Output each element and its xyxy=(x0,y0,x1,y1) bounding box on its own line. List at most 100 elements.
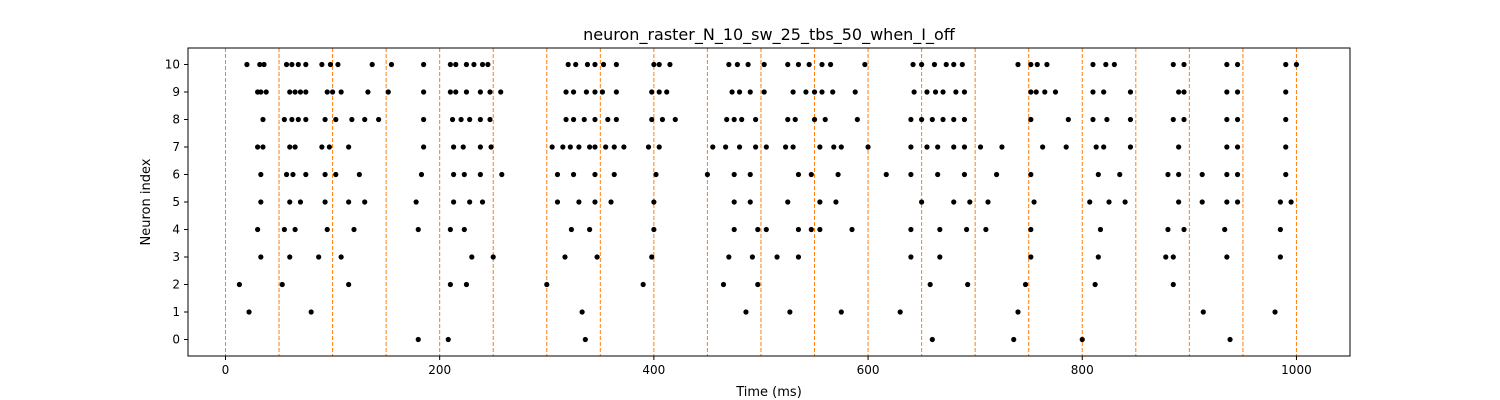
spike-n9-15 xyxy=(463,89,470,95)
spike-n3-20 xyxy=(1277,254,1283,260)
spike-n2-1 xyxy=(279,281,285,288)
spike-n9-10 xyxy=(365,89,371,95)
spike-n9-4 xyxy=(292,89,298,95)
spike-n10-15 xyxy=(463,61,470,68)
spike-n8-45 xyxy=(1170,116,1176,123)
spike-n10-25 xyxy=(651,61,657,68)
spike-n10-11 xyxy=(388,61,395,68)
spike-n3-19 xyxy=(1224,254,1230,260)
spike-n8-9 xyxy=(376,116,382,123)
spike-n10-23 xyxy=(600,61,607,68)
spike-n8-35 xyxy=(919,116,925,123)
spike-n9-21 xyxy=(583,89,590,95)
spike-n7-0 xyxy=(255,144,261,150)
spike-n10-30 xyxy=(745,61,751,68)
spike-n9-2 xyxy=(263,89,269,95)
plot-area xyxy=(224,48,1300,356)
x-tick-label-600: 600 xyxy=(857,363,880,377)
spike-n5-20 xyxy=(919,199,925,205)
spike-n9-20 xyxy=(570,89,577,95)
spike-n9-8 xyxy=(329,89,336,95)
spike-n8-18 xyxy=(581,116,587,123)
spike-n2-2 xyxy=(346,281,352,288)
spike-n8-37 xyxy=(940,116,946,123)
spike-n9-23 xyxy=(599,89,606,95)
spike-n10-17 xyxy=(479,61,486,68)
spike-n6-28 xyxy=(1028,171,1034,178)
spike-n6-35 xyxy=(1234,171,1241,178)
spike-n4-14 xyxy=(795,226,802,233)
spike-n10-44 xyxy=(1015,61,1021,68)
spike-n6-15 xyxy=(611,171,617,178)
spike-n10-51 xyxy=(1170,61,1176,68)
spike-n5-3 xyxy=(322,199,328,205)
spike-n10-22 xyxy=(592,61,598,68)
spike-n3-14 xyxy=(937,254,943,260)
spike-n7-14 xyxy=(567,144,573,150)
spike-n8-14 xyxy=(477,116,483,123)
spike-n4-18 xyxy=(908,226,914,233)
spike-n10-18 xyxy=(485,61,491,68)
spike-n8-10 xyxy=(421,116,427,123)
spike-n9-12 xyxy=(421,89,427,95)
spike-n7-11 xyxy=(488,144,494,150)
spike-n10-45 xyxy=(1028,61,1034,68)
spike-n9-7 xyxy=(324,89,330,95)
spike-n3-3 xyxy=(338,254,344,260)
spike-n6-27 xyxy=(993,171,1000,178)
spike-n5-31 xyxy=(1234,199,1241,205)
spike-n6-1 xyxy=(283,171,290,178)
spike-n5-30 xyxy=(1224,199,1230,205)
spike-n8-26 xyxy=(731,116,737,123)
spike-n9-19 xyxy=(563,89,569,95)
spike-n8-24 xyxy=(672,116,678,123)
x-axis-label: Time (ms) xyxy=(735,385,802,400)
spike-n9-51 xyxy=(1176,89,1182,95)
spike-n8-11 xyxy=(449,116,456,123)
spike-n9-16 xyxy=(477,89,483,95)
spike-n9-48 xyxy=(1090,89,1096,95)
spike-n8-44 xyxy=(1127,116,1134,123)
spike-n10-56 xyxy=(1293,61,1300,68)
spike-n6-5 xyxy=(333,171,339,178)
spike-n3-5 xyxy=(490,254,496,260)
spike-n7-16 xyxy=(587,144,593,150)
spike-n2-7 xyxy=(720,281,727,288)
spike-n2-6 xyxy=(640,281,646,288)
spike-n7-25 xyxy=(736,144,743,150)
spike-n6-36 xyxy=(1283,171,1289,178)
spike-n9-40 xyxy=(932,89,939,95)
spike-n10-52 xyxy=(1181,61,1187,68)
spike-n5-10 xyxy=(554,199,561,205)
spike-n9-54 xyxy=(1234,89,1241,95)
spike-n9-46 xyxy=(1042,89,1048,95)
spike-n7-46 xyxy=(1176,144,1182,150)
spike-n6-25 xyxy=(935,171,941,178)
spike-n7-24 xyxy=(723,144,729,150)
spike-n4-3 xyxy=(324,226,330,233)
spike-n9-32 xyxy=(790,89,796,95)
spike-n9-14 xyxy=(453,89,459,95)
spike-n6-2 xyxy=(290,171,296,178)
spike-n9-17 xyxy=(487,89,493,95)
spike-n10-53 xyxy=(1224,61,1230,68)
spike-n9-55 xyxy=(1283,89,1289,95)
spike-n10-48 xyxy=(1090,61,1096,68)
spike-n8-6 xyxy=(333,116,339,123)
spike-n7-35 xyxy=(924,144,930,150)
spike-n8-0 xyxy=(260,116,266,123)
spike-n7-30 xyxy=(817,144,823,150)
spike-n6-34 xyxy=(1224,171,1230,178)
spike-n10-39 xyxy=(919,61,925,68)
spike-n6-6 xyxy=(356,171,362,178)
spike-n8-17 xyxy=(570,116,577,123)
y-tick-label-1: 1 xyxy=(172,305,180,319)
spike-n8-28 xyxy=(753,116,759,123)
spike-n1-2 xyxy=(579,309,585,315)
spike-n10-28 xyxy=(726,61,732,68)
spike-n5-19 xyxy=(833,199,839,205)
spike-n6-16 xyxy=(653,171,659,178)
spike-n3-1 xyxy=(287,254,293,260)
spike-n9-11 xyxy=(385,89,391,95)
